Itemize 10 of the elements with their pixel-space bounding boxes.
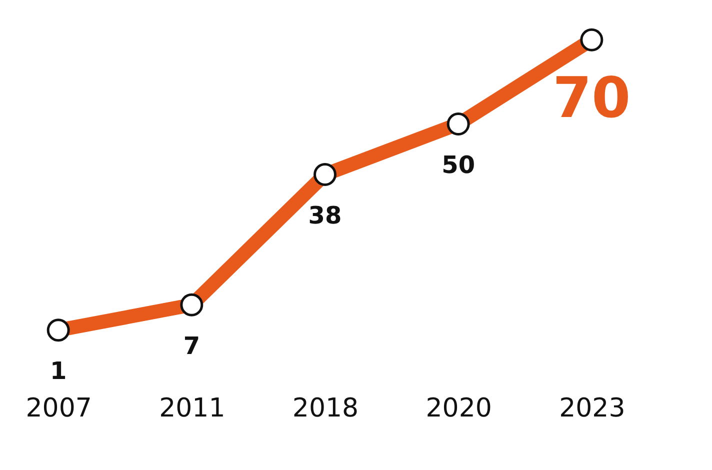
x-tick-label: 2020 bbox=[426, 394, 492, 424]
x-tick-label: 2018 bbox=[292, 394, 359, 424]
x-tick-label: 2007 bbox=[26, 394, 92, 424]
data-label: 7 bbox=[183, 332, 200, 360]
data-label: 38 bbox=[308, 201, 342, 230]
x-tick-label: 2023 bbox=[559, 394, 626, 424]
data-label: 50 bbox=[442, 150, 476, 179]
data-label: 1 bbox=[50, 357, 67, 386]
x-tick-label: 2011 bbox=[159, 394, 226, 424]
data-label: 70 bbox=[552, 66, 631, 131]
